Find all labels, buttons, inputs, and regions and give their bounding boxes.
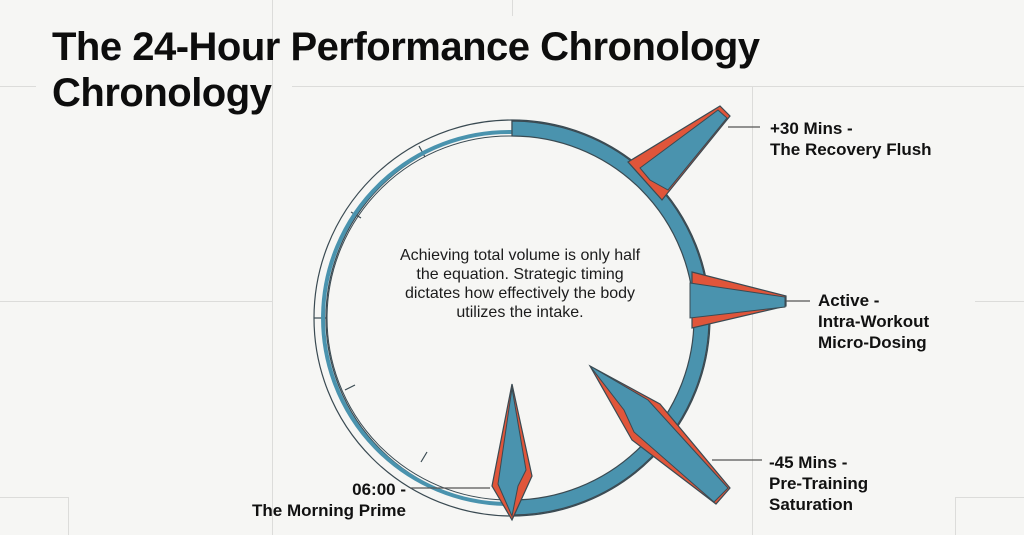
milestone-subtitle: The Recovery Flush bbox=[770, 140, 932, 159]
title-line-2: Chronology bbox=[52, 71, 272, 115]
milestone-active: Active - Intra-Workout Micro-Dosing bbox=[818, 290, 929, 353]
connector-lines bbox=[410, 126, 810, 489]
milestone-heading: -45 Mins - bbox=[769, 453, 848, 472]
spike-morning bbox=[491, 383, 533, 522]
milestone-pretraining: -45 Mins - Pre-Training Saturation bbox=[769, 452, 868, 515]
milestone-subtitle-2: Micro-Dosing bbox=[818, 333, 927, 352]
grid-line bbox=[512, 0, 513, 16]
center-description: Achieving total volume is only half the … bbox=[399, 247, 641, 321]
grid-line bbox=[68, 497, 69, 535]
title-line-1: The 24-Hour Performance Chronology bbox=[52, 25, 760, 69]
grid-line bbox=[955, 497, 956, 535]
milestone-heading: +30 Mins - bbox=[770, 119, 853, 138]
grid-line bbox=[272, 0, 273, 535]
milestone-subtitle-2: Saturation bbox=[769, 495, 854, 514]
spike-pretraining bbox=[588, 364, 731, 505]
page-title: The 24-Hour Performance Chronology Chron… bbox=[52, 24, 760, 116]
grid-line bbox=[955, 497, 1024, 498]
grid-line bbox=[975, 301, 1024, 302]
grid-line bbox=[0, 86, 36, 87]
inner-track-left bbox=[321, 129, 513, 506]
milestone-subtitle: Pre-Training bbox=[769, 474, 869, 493]
milestone-recovery: +30 Mins - The Recovery Flush bbox=[770, 118, 932, 160]
spike-recovery bbox=[627, 105, 731, 201]
milestone-subtitle: The Morning Prime bbox=[252, 501, 406, 520]
milestone-subtitle: Intra-Workout bbox=[818, 312, 930, 331]
milestone-morning: 06:00 - The Morning Prime bbox=[210, 479, 406, 521]
spike-active bbox=[689, 271, 787, 329]
grid-line bbox=[292, 86, 1024, 87]
milestone-heading: 06:00 - bbox=[352, 480, 406, 499]
grid-line bbox=[0, 497, 68, 498]
milestone-heading: Active - bbox=[818, 291, 880, 310]
grid-line bbox=[0, 301, 272, 302]
